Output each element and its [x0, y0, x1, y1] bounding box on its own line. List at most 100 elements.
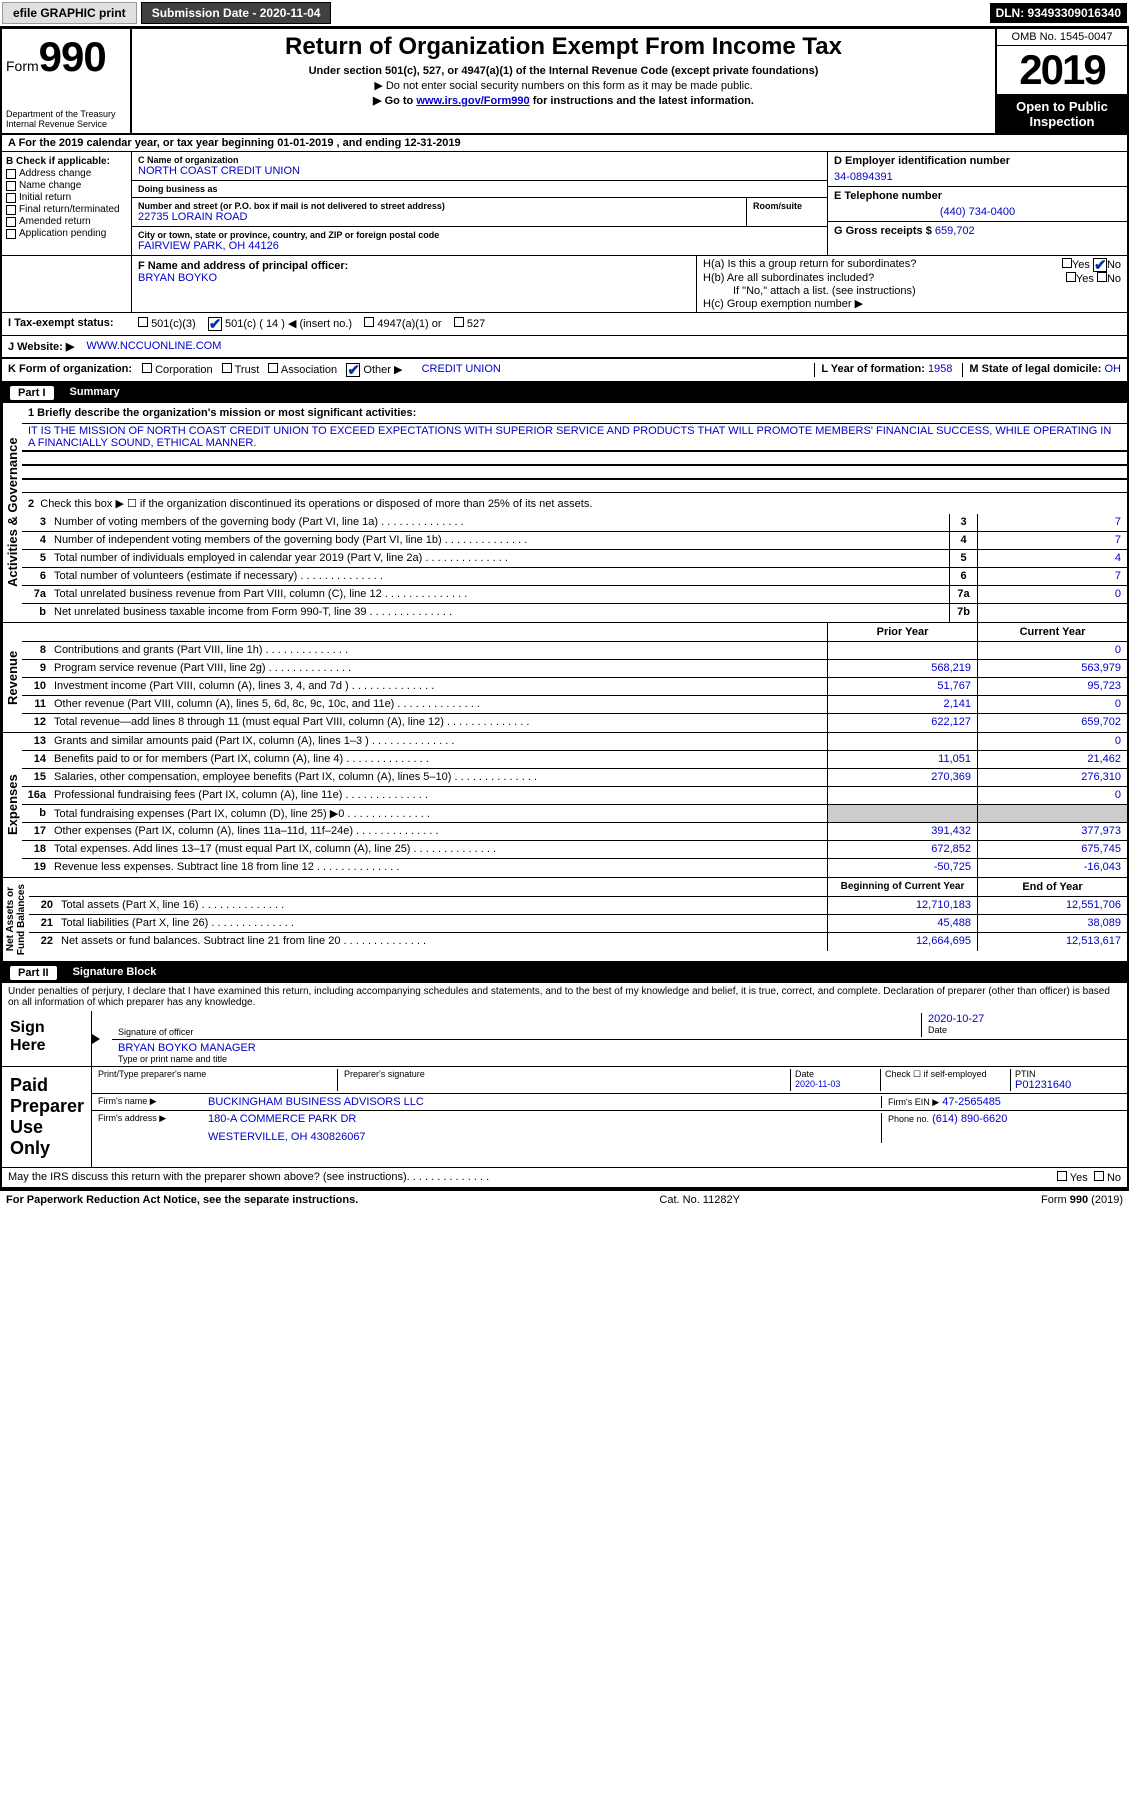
mission-text: IT IS THE MISSION OF NORTH COAST CREDIT …	[22, 423, 1127, 451]
current-year-value: 0	[977, 787, 1127, 804]
part2-title: Signature Block	[73, 966, 157, 980]
line-num: 20	[29, 897, 57, 914]
no-label: No	[1107, 259, 1121, 271]
form-container: Form990 Department of the Treasury Inter…	[0, 27, 1129, 1191]
part1-num: Part I	[10, 386, 54, 400]
omb-number: OMB No. 1545-0047	[997, 29, 1127, 46]
org-name: NORTH COAST CREDIT UNION	[138, 165, 821, 177]
column-d: D Employer identification number 34-0894…	[827, 152, 1127, 255]
opt-label: 527	[467, 318, 485, 330]
current-year-value: 12,551,706	[977, 897, 1127, 914]
line-text: Professional fundraising fees (Part IX, …	[50, 787, 827, 804]
submission-date-button[interactable]: Submission Date - 2020-11-04	[141, 2, 332, 24]
line-text: Total number of individuals employed in …	[50, 550, 949, 567]
form-header: Form990 Department of the Treasury Inter…	[2, 29, 1127, 135]
ha-no-checkbox[interactable]	[1093, 258, 1107, 272]
line-box: 5	[949, 550, 977, 567]
footer-mid: Cat. No. 11282Y	[659, 1194, 740, 1206]
line-value: 7	[977, 514, 1127, 531]
tel-value: (440) 734-0400	[834, 206, 1121, 218]
efile-print-button[interactable]: efile GRAPHIC print	[2, 2, 137, 24]
col-h: H(a) Is this a group return for subordin…	[697, 256, 1127, 312]
officer-label: F Name and address of principal officer:	[138, 260, 690, 272]
line-text: Total liabilities (Part X, line 26)	[57, 915, 827, 932]
prior-year-value: 12,710,183	[827, 897, 977, 914]
discuss-yes-checkbox[interactable]	[1057, 1171, 1067, 1181]
org-checkbox[interactable]	[222, 363, 232, 373]
status-checkbox[interactable]	[454, 317, 464, 327]
subtitle-3: ▶ Go to www.irs.gov/Form990 for instruct…	[140, 94, 987, 107]
status-checkbox[interactable]	[364, 317, 374, 327]
line-a-text: A For the 2019 calendar year, or tax yea…	[8, 137, 461, 149]
line-value: 4	[977, 550, 1127, 567]
instructions-link[interactable]: www.irs.gov/Form990	[416, 95, 529, 107]
prior-year-value: -50,725	[827, 859, 977, 877]
opt-label: Corporation	[155, 364, 212, 376]
status-checkbox[interactable]	[208, 317, 222, 331]
org-checkbox[interactable]	[142, 363, 152, 373]
type-name-label: Type or print name and title	[118, 1054, 1121, 1064]
current-year-value: 0	[977, 642, 1127, 659]
self-employed: Check ☐ if self-employed	[881, 1069, 1011, 1091]
dba-label: Doing business as	[138, 184, 821, 194]
line-text: Contributions and grants (Part VIII, lin…	[50, 642, 827, 659]
prior-year-value	[827, 733, 977, 750]
form-990-number: 990	[39, 33, 106, 80]
col-b-header: B Check if applicable:	[6, 156, 127, 167]
org-checkbox[interactable]	[268, 363, 278, 373]
website-label: J Website: ▶	[2, 336, 80, 357]
current-year-value: 659,702	[977, 714, 1127, 732]
checkbox[interactable]	[6, 181, 16, 191]
chk-label: Final return/terminated	[19, 204, 120, 215]
chk-label: Name change	[19, 180, 81, 191]
line-text: Number of independent voting members of …	[50, 532, 949, 549]
line-num: 19	[22, 859, 50, 877]
form-number: Form990	[6, 33, 126, 81]
ha-yes-checkbox[interactable]	[1062, 258, 1072, 268]
form-word: Form	[6, 58, 39, 74]
checkbox[interactable]	[6, 229, 16, 239]
line-text: Other revenue (Part VIII, column (A), li…	[50, 696, 827, 713]
checkbox[interactable]	[6, 193, 16, 203]
line-text: Net unrelated business taxable income fr…	[50, 604, 949, 622]
tax-exempt-label: I Tax-exempt status:	[2, 313, 132, 335]
hb-yes-checkbox[interactable]	[1066, 272, 1076, 282]
status-checkbox[interactable]	[138, 317, 148, 327]
other-value: CREDIT UNION	[422, 363, 501, 377]
opt-label: 501(c)(3)	[151, 318, 196, 330]
part2-header: Part II Signature Block	[2, 963, 1127, 983]
sig-date: 2020-10-27	[928, 1013, 1121, 1025]
line-box: 4	[949, 532, 977, 549]
line-text: Benefits paid to or for members (Part IX…	[50, 751, 827, 768]
current-year-value: 12,513,617	[977, 933, 1127, 951]
org-name-label: C Name of organization	[138, 155, 821, 165]
bcy-hdr: Beginning of Current Year	[827, 878, 977, 896]
firm-name: BUCKINGHAM BUSINESS ADVISORS LLC	[208, 1096, 881, 1108]
row-fh: F Name and address of principal officer:…	[2, 256, 1127, 313]
line-box: 7b	[949, 604, 977, 622]
line-num: 9	[22, 660, 50, 677]
checkbox[interactable]	[6, 205, 16, 215]
prior-year-value	[827, 787, 977, 804]
line-num: 16a	[22, 787, 50, 804]
yes-label: Yes	[1072, 259, 1090, 271]
opt-label: Association	[281, 364, 337, 376]
dept-line2: Internal Revenue Service	[6, 119, 126, 129]
line-num: 10	[22, 678, 50, 695]
tax-year: 2019	[997, 46, 1127, 95]
section-expenses: Expenses 13Grants and similar amounts pa…	[2, 733, 1127, 878]
prior-year-value: 568,219	[827, 660, 977, 677]
checkbox[interactable]	[6, 217, 16, 227]
row-i: I Tax-exempt status: 501(c)(3) 501(c) ( …	[2, 313, 1127, 336]
row-j: J Website: ▶ WWW.NCCUONLINE.COM	[2, 336, 1127, 359]
line-num: 17	[22, 823, 50, 840]
firm-ein: 47-2565485	[942, 1096, 1001, 1108]
org-checkbox[interactable]	[346, 363, 360, 377]
line-value: 7	[977, 532, 1127, 549]
checkbox[interactable]	[6, 169, 16, 179]
prior-year-value: 270,369	[827, 769, 977, 786]
current-year-value: 675,745	[977, 841, 1127, 858]
subtitle-2: ▶ Do not enter social security numbers o…	[140, 79, 987, 92]
current-year-value: 276,310	[977, 769, 1127, 786]
discuss-no-checkbox[interactable]	[1094, 1171, 1104, 1181]
